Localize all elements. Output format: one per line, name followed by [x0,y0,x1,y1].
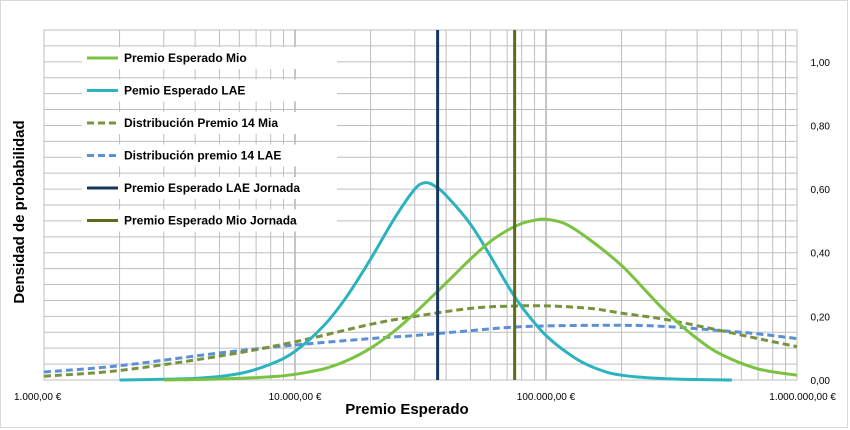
y-tick-label: 0,20 [811,312,831,323]
legend-label: Distribución Premio 14 Mia [124,116,278,130]
y-tick-label: 0,60 [811,185,831,196]
legend-background [82,177,337,199]
y-tick-label: 0,40 [811,249,831,260]
y-axis-title: Densidad de probabilidad [11,120,28,303]
series-line [119,181,732,382]
y-tick-labels: 0,00 0,20 0,40 0,60 0,80 1,00 [811,58,831,387]
legend-label: Premio Esperado LAE Jornada [124,181,300,195]
x-tick-label: 1.000.000,00 € [769,392,836,403]
y-tick-label: 0,00 [811,376,831,387]
legend-background [82,47,337,69]
legend-label: Pemio Esperado LAE [124,84,245,98]
series-line [163,217,798,382]
legend-background [82,209,337,232]
series-layer [43,30,798,382]
y-tick-label: 0,80 [811,121,831,132]
legend: Premio Esperado Mio Pemio Esperado LAE Dis… [82,47,337,232]
x-tick-label: 10.000,00 € [269,392,322,403]
legend-background [82,79,337,102]
legend-background [82,112,337,134]
legend-label: Premio Esperado Mio Jornada [124,214,297,228]
legend-background [82,144,337,167]
y-tick-label: 1,00 [811,58,831,69]
x-axis-title: Premio Esperado [345,401,468,418]
x-tick-labels: 1.000,00 € 10.000,00 € 100.000,00 € 1.000.0… [14,392,836,403]
x-tick-label: 100.000,00 € [517,392,576,403]
series-line [43,304,798,378]
legend-label: Distribución premio 14 LAE [124,149,281,163]
legend-label: Premio Esperado Mio [124,51,247,65]
x-tick-label: 1.000,00 € [14,392,62,403]
